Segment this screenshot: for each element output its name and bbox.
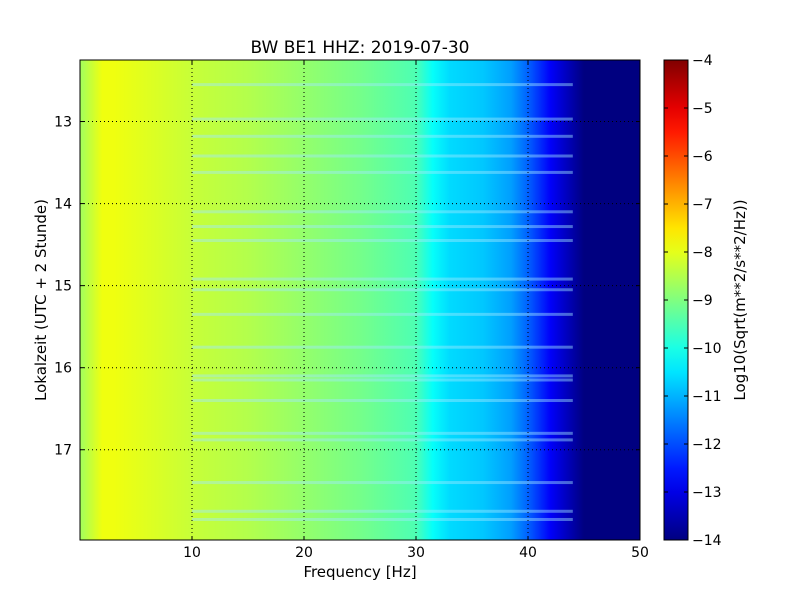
time-band [192,154,573,158]
time-band [192,431,573,435]
colorbar-label: Log10(Sqrt(m**2/s**2/Hz)) [731,199,749,400]
time-band [192,399,573,403]
colorbar-ticks: −4 −5 −6 −7 −8 −9 −10 −11 −12 −13 −14 [664,53,722,549]
y-tick-label: 15 [54,279,72,295]
y-tick-label: 17 [54,443,72,459]
y-axis-ticks: 13 14 15 16 17 [54,115,640,459]
time-band [192,509,573,513]
y-axis-label: Lokalzeit (UTC + 2 Stunde) [32,199,50,401]
colorbar-tick-label: −5 [692,101,713,117]
grid-lines [80,60,640,540]
plot-frame [79,59,641,541]
time-band [192,277,573,281]
colorbar-tick-label: −14 [692,533,722,549]
colorbar-tick-label: −12 [692,437,722,453]
colorbar: −4 −5 −6 −7 −8 −9 −10 −11 −12 −13 −14 Log10(Sqrt(m… [663,53,749,549]
colorbar-tick-label: −10 [692,341,722,357]
colorbar-tick-label: −4 [692,53,713,69]
time-band [192,170,573,174]
time-band [192,134,573,138]
time-band [192,117,573,121]
time-band [192,288,573,292]
colorbar-tick-label: −7 [692,197,713,213]
y-tick-label: 13 [54,115,72,131]
chart-title: BW BE1 HHZ: 2019-07-30 [250,38,469,58]
colorbar-tick-label: −9 [692,293,713,309]
colorbar-tick-label: −13 [692,485,722,501]
time-band [192,345,573,349]
time-band [192,83,573,87]
x-tick-label: 30 [407,545,425,561]
time-band [192,481,573,485]
x-tick-label: 40 [519,545,537,561]
time-band [192,312,573,316]
y-tick-label: 16 [54,361,72,377]
x-axis-label: Frequency [Hz] [303,563,416,581]
x-tick-label: 10 [183,545,201,561]
time-band [192,239,573,243]
time-bands [192,83,573,521]
x-axis-ticks: 10 20 30 40 50 [183,60,649,561]
time-band [192,438,573,442]
plot-area [80,60,640,540]
y-tick-label: 14 [54,197,72,213]
time-band [192,378,573,382]
spectrogram-image [80,60,640,540]
colorbar-tick-label: −8 [692,245,713,261]
time-band [192,517,573,521]
time-band [192,210,573,214]
colorbar-tick-label: −11 [692,389,722,405]
x-tick-label: 50 [631,545,649,561]
x-tick-label: 20 [295,545,313,561]
time-band [192,225,573,229]
colorbar-tick-label: −6 [692,149,713,165]
time-band [192,374,573,378]
